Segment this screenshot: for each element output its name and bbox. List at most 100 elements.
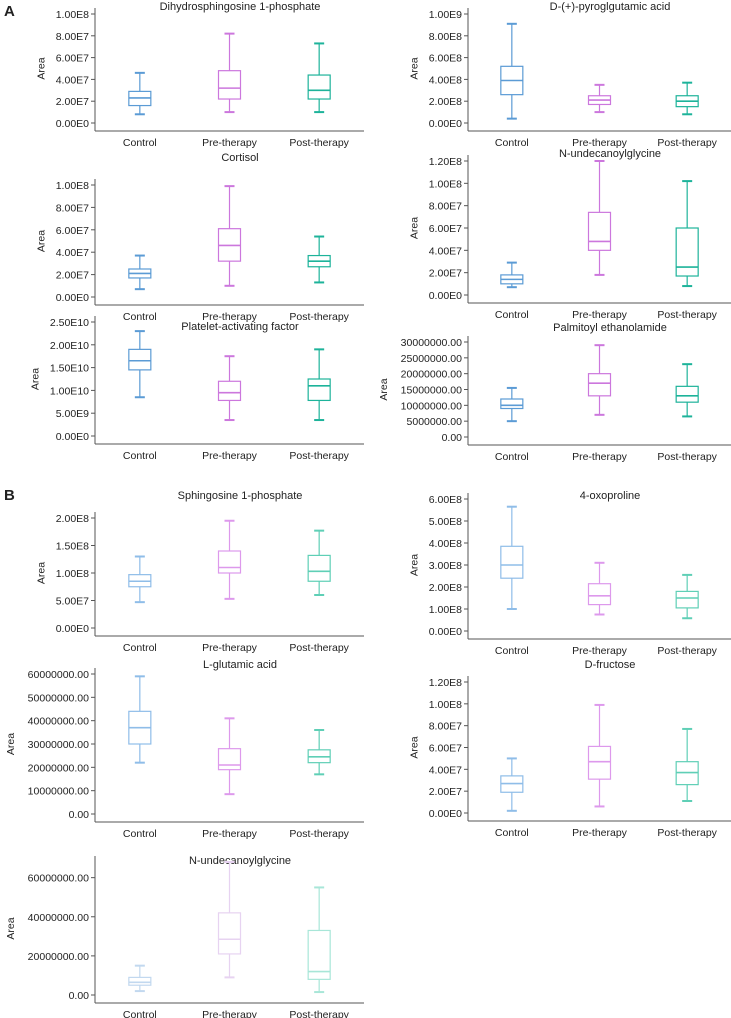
y-tick-label: 1.00E10	[50, 385, 89, 397]
chart-title: Dihydrosphingosine 1-phosphate	[160, 1, 321, 13]
iqr-box	[128, 976, 152, 986]
x-category-label: Control	[495, 827, 529, 839]
y-tick-label: 2.00E8	[56, 513, 89, 525]
box-control	[128, 675, 152, 764]
box-control	[500, 22, 524, 120]
x-category-label: Control	[123, 137, 157, 149]
y-axis-label: Area	[408, 736, 420, 758]
y-tick-label: 0.00E0	[56, 292, 89, 304]
y-tick-label: 2.00E7	[429, 268, 462, 280]
iqr-box	[217, 70, 242, 100]
y-tick-label: 0.00E0	[429, 290, 462, 302]
box-post-therapy	[675, 363, 699, 418]
y-tick-label: 0.00	[442, 432, 463, 444]
box-control	[128, 330, 152, 399]
y-tick-label: 1.00E8	[429, 604, 462, 616]
iqr-box	[217, 748, 242, 771]
box-pre-therapy	[217, 717, 242, 796]
iqr-box	[217, 380, 242, 402]
y-tick-label: 6.00E7	[56, 225, 89, 237]
y-tick-label: 8.00E8	[429, 31, 462, 43]
x-category-label: Pre-therapy	[572, 309, 628, 321]
x-category-label: Post-therapy	[289, 311, 349, 323]
x-category-label: Control	[123, 450, 157, 462]
y-tick-label: 1.20E8	[429, 156, 462, 168]
y-tick-label: 1.50E8	[56, 541, 89, 553]
x-category-label: Control	[495, 137, 529, 149]
y-tick-label: 3.00E8	[429, 560, 462, 572]
box-post-therapy	[307, 886, 331, 994]
iqr-box	[128, 348, 152, 371]
y-tick-label: 30000000.00	[401, 337, 462, 349]
box-control	[500, 261, 524, 289]
y-tick-label: 2.00E10	[50, 340, 89, 352]
y-tick-label: 15000000.00	[401, 385, 462, 397]
chart-title: Platelet-activating factor	[181, 321, 299, 333]
box-post-therapy	[307, 729, 331, 776]
y-tick-label: 25000000.00	[401, 353, 462, 365]
y-tick-label: 0.00	[69, 990, 90, 1002]
box-pre-therapy	[587, 344, 612, 416]
y-axis-label: Area	[408, 57, 420, 79]
y-tick-label: 0.00E0	[56, 623, 89, 635]
y-tick-label: 4.00E7	[56, 247, 89, 259]
chart-title: D-fructose	[585, 659, 636, 671]
chart-8: L-glutamic acid 0.00 10000000.00 20000000.0…	[5, 659, 364, 840]
x-category-label: Control	[123, 311, 157, 323]
x-category-label: Pre-therapy	[572, 137, 628, 149]
chart-title: Sphingosine 1-phosphate	[178, 490, 303, 502]
y-tick-label: 1.00E8	[56, 180, 89, 192]
y-tick-label: 1.00E8	[56, 9, 89, 21]
box-control	[128, 71, 152, 116]
y-tick-label: 1.20E8	[429, 677, 462, 689]
y-axis-label: Area	[408, 554, 420, 576]
y-tick-label: 4.00E7	[56, 74, 89, 86]
box-post-therapy	[675, 573, 699, 620]
box-control	[128, 254, 152, 291]
iqr-box	[675, 227, 699, 277]
y-tick-label: 6.00E8	[429, 494, 462, 506]
box-post-therapy	[307, 529, 331, 596]
y-tick-label: 5.00E8	[429, 516, 462, 528]
y-tick-label: 2.00E8	[429, 582, 462, 594]
x-category-label: Control	[495, 451, 529, 463]
y-tick-label: 40000000.00	[28, 912, 89, 924]
y-axis-label: Area	[5, 733, 17, 755]
iqr-box	[307, 929, 331, 980]
y-tick-label: 0.00E0	[56, 431, 89, 443]
x-category-label: Pre-therapy	[202, 450, 258, 462]
y-tick-label: 8.00E7	[429, 201, 462, 213]
chart-0: Dihydrosphingosine 1-phosphate 0.00E0 2.00…	[35, 1, 364, 149]
y-tick-label: 2.00E7	[56, 270, 89, 282]
box-pre-therapy	[217, 355, 242, 422]
y-axis-label: Area	[35, 562, 47, 584]
y-tick-label: 0.00	[69, 809, 90, 821]
x-category-label: Pre-therapy	[202, 1009, 258, 1018]
iqr-box	[587, 583, 612, 606]
x-category-label: Pre-therapy	[202, 642, 258, 654]
y-tick-label: 6.00E7	[429, 743, 462, 755]
x-category-label: Pre-therapy	[572, 451, 628, 463]
chart-title: N-undecanoylglycine	[559, 148, 661, 160]
iqr-box	[587, 373, 612, 397]
y-tick-label: 0.00E0	[429, 118, 462, 130]
box-pre-therapy	[587, 703, 612, 808]
y-tick-label: 4.00E7	[429, 764, 462, 776]
box-control	[128, 964, 152, 993]
box-post-therapy	[675, 180, 699, 288]
y-tick-label: 1.50E10	[50, 363, 89, 375]
y-tick-label: 60000000.00	[28, 669, 89, 681]
iqr-box	[307, 378, 331, 402]
x-category-label: Control	[123, 642, 157, 654]
iqr-box	[675, 385, 699, 403]
y-tick-label: 20000000.00	[28, 951, 89, 963]
y-tick-label: 8.00E7	[56, 31, 89, 43]
box-control	[500, 757, 524, 812]
x-category-label: Control	[123, 1009, 157, 1018]
panel-label-b: B	[4, 487, 15, 504]
chart-4: Platelet-activating factor 0.00E0 5.00E9 1.…	[29, 316, 364, 462]
x-category-label: Pre-therapy	[202, 311, 258, 323]
box-post-therapy	[675, 727, 699, 802]
x-category-label: Post-therapy	[657, 309, 717, 321]
